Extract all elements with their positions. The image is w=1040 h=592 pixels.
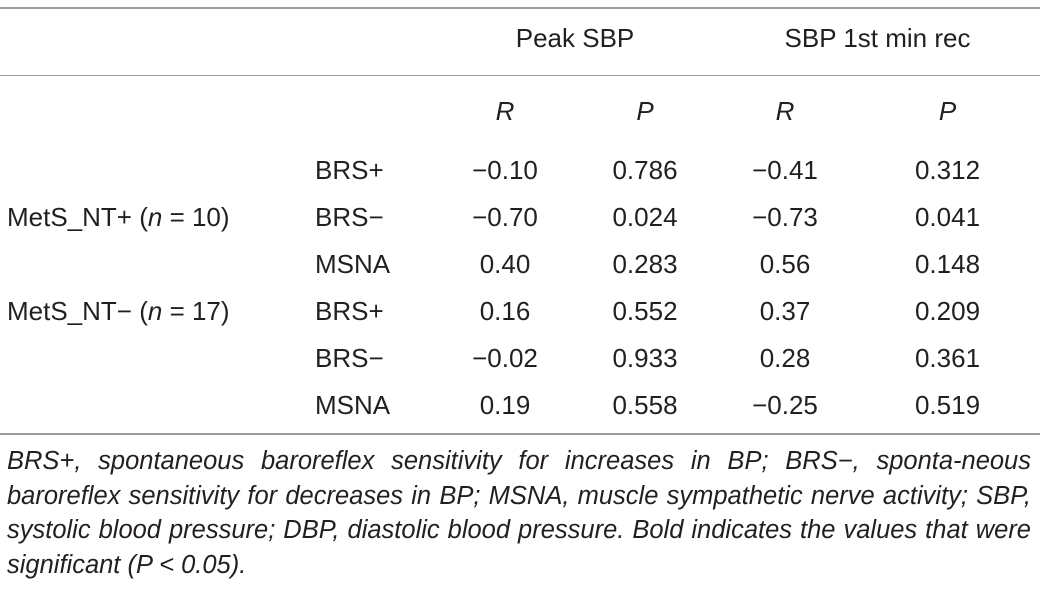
rec-p-value-significant: 0.041	[914, 201, 981, 232]
table-row: MSNA 0.19 0.558 −0.25 0.519	[0, 381, 1040, 428]
header-peak-sbp: Peak SBP	[515, 23, 635, 53]
header-divider-rule	[0, 75, 1040, 76]
header-sbp-1st-min-rec: SBP 1st min rec	[784, 23, 971, 53]
table-row: BRS+ −0.10 0.786 −0.41 0.312	[0, 146, 1040, 193]
subheader-row: R P R P	[0, 76, 1040, 146]
table-bottom-rule	[0, 433, 1040, 435]
subheader-rec-p: P	[938, 96, 957, 126]
peak-r-value: 0.19	[479, 389, 531, 420]
group-label-mets-nt-plus: MetS_NT+ (n = 10)	[7, 201, 230, 232]
group-header-row: Peak SBP SBP 1st min rec	[0, 0, 1040, 76]
table-footnote: BRS+, spontaneous baroreflex sensitivity…	[7, 447, 1031, 579]
peak-p-value: 0.786	[612, 154, 678, 185]
variable-label: BRS+	[315, 295, 384, 326]
rec-r-value: 0.56	[759, 248, 811, 279]
rec-p-value: 0.312	[914, 154, 981, 185]
peak-p-value: 0.558	[612, 389, 678, 420]
group-label-mets-nt-minus: MetS_NT− (n = 17)	[7, 295, 230, 326]
table-row: MetS_NT− (n = 17) BRS+ 0.16 0.552 0.37 0…	[0, 287, 1040, 334]
rec-r-value: −0.73	[752, 201, 818, 232]
rec-p-value: 0.209	[914, 295, 981, 326]
table-row: BRS− −0.02 0.933 0.28 0.361	[0, 334, 1040, 381]
variable-label: MSNA	[315, 248, 391, 279]
rec-r-value: 0.37	[759, 295, 811, 326]
correlation-table: Peak SBP SBP 1st min rec R P R P BRS+ −0…	[0, 0, 1040, 428]
subheader-rec-r: R	[775, 96, 795, 126]
table-row: MetS_NT+ (n = 10) BRS− −0.70 0.024 −0.73…	[0, 193, 1040, 240]
rec-r-value: −0.41	[752, 154, 818, 185]
variable-label: BRS+	[315, 154, 384, 185]
peak-p-value: 0.933	[612, 342, 678, 373]
rec-r-value: −0.25	[752, 389, 818, 420]
peak-p-value: 0.552	[612, 295, 678, 326]
peak-p-value: 0.283	[612, 248, 678, 279]
peak-r-value: −0.10	[472, 154, 538, 185]
peak-p-value-significant: 0.024	[612, 201, 678, 232]
subheader-peak-p: P	[636, 96, 654, 126]
peak-r-value: 0.40	[479, 248, 531, 279]
variable-label: MSNA	[315, 389, 391, 420]
rec-p-value: 0.361	[914, 342, 981, 373]
variable-label: BRS−	[315, 342, 384, 373]
rec-r-value: 0.28	[759, 342, 811, 373]
rec-p-value: 0.148	[914, 248, 981, 279]
rec-p-value: 0.519	[914, 389, 981, 420]
peak-r-value: −0.70	[472, 201, 538, 232]
variable-label: BRS−	[315, 201, 384, 232]
peak-r-value: 0.16	[479, 295, 531, 326]
peak-r-value: −0.02	[472, 342, 538, 373]
subheader-peak-r: R	[495, 96, 515, 126]
table-top-rule	[0, 7, 1040, 9]
table-row: MSNA 0.40 0.283 0.56 0.148	[0, 240, 1040, 287]
